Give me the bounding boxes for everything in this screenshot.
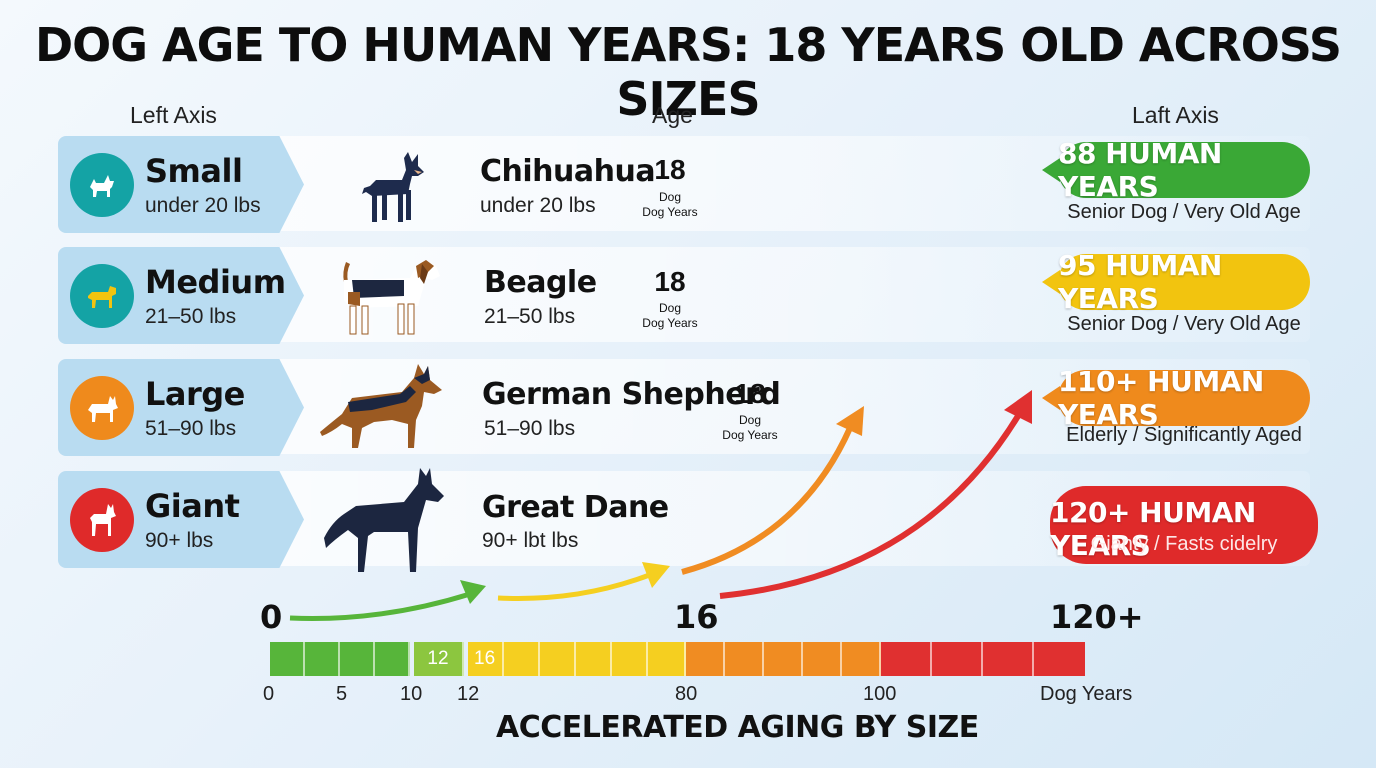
scale-start-label: 0 (260, 598, 283, 636)
scale-segment (504, 642, 540, 676)
giant-dog-icon (70, 488, 134, 552)
scale-segment-12: 12 (414, 642, 464, 676)
scale-segment (612, 642, 648, 676)
scale-segment (270, 642, 305, 676)
scale-tick: 10 (400, 683, 423, 705)
scale-segment (340, 642, 375, 676)
age-status: Gianty / Fasts cidelry (1090, 533, 1278, 555)
scale-segment (842, 642, 881, 676)
breed-name: Chihuahua (480, 154, 656, 189)
breed-weight: 90+ lbt lbs (482, 529, 579, 552)
small-dog-icon (70, 153, 134, 217)
scale-mid-label: 16 (674, 598, 719, 636)
dog-age-unit: Dog (658, 190, 681, 204)
human-years-badge: 110+ HUMAN YEARS (1058, 365, 1310, 431)
size-name: Medium (145, 263, 286, 301)
scale-segment (305, 642, 340, 676)
left-axis-header: Left Axis (130, 102, 217, 128)
scale-segment (686, 642, 725, 676)
size-name: Small (145, 152, 243, 190)
size-weight: 21–50 lbs (145, 305, 237, 328)
scale-segment (725, 642, 764, 676)
age-status: Elderly / Significantly Aged (1066, 424, 1302, 446)
age-status: Senior Dog / Very Old Age (1067, 201, 1301, 223)
dog-age-caption: Dog Years (642, 316, 698, 330)
scale-segment (1034, 642, 1085, 676)
age-header: Age (652, 102, 693, 128)
human-years-badge: 88 HUMAN YEARS (1058, 137, 1310, 203)
scale-tick: 80 (675, 683, 698, 705)
size-weight: 90+ lbs (145, 529, 214, 552)
age-status: Senior Dog / Very Old Age (1067, 313, 1301, 335)
scale-segment-16: 16 (468, 642, 504, 676)
pill-tail (1042, 158, 1060, 182)
dog-age: 18 (734, 378, 766, 409)
breed-name: German Shepherd (482, 377, 781, 412)
scale-axis-label: Dog Years (1040, 683, 1133, 705)
pill-tail (1042, 270, 1060, 294)
breed-weight: under 20 lbs (480, 194, 596, 217)
size-weight: 51–90 lbs (145, 417, 237, 440)
large-dog-icon (70, 376, 134, 440)
dog-age: 18 (654, 266, 686, 297)
scale-tick: 100 (863, 683, 897, 705)
breed-name: Beagle (484, 265, 597, 300)
dog-age-unit: Dog (738, 413, 761, 427)
human-years-badge: 95 HUMAN YEARS (1058, 249, 1310, 315)
medium-dog-icon (70, 264, 134, 328)
scale-segment (648, 642, 686, 676)
page-title: DOG AGE TO HUMAN YEARS: 18 YEARS OLD ACR… (34, 18, 1342, 126)
scale-tick: 0 (263, 683, 275, 705)
footer-caption: ACCELERATED AGING BY SIZE (496, 710, 979, 745)
scale-segment (540, 642, 576, 676)
pill-tail (1042, 386, 1060, 410)
dog-age: 18 (654, 154, 686, 185)
scale-segment (375, 642, 410, 676)
size-name: Large (145, 375, 245, 413)
breed-weight: 51–90 lbs (484, 417, 576, 440)
dog-age-caption: Dog Years (642, 205, 698, 219)
chihuahua-icon (362, 152, 424, 222)
scale-end-label: 120+ (1050, 598, 1144, 636)
great-dane-icon (324, 468, 444, 572)
right-axis-header: Laft Axis (1132, 102, 1219, 128)
breed-weight: 21–50 lbs (484, 305, 576, 328)
human-years-badge: 120+ HUMAN YEARS (1050, 486, 1318, 564)
scale-segment (881, 642, 932, 676)
scale-segment (932, 642, 983, 676)
scale-segment (803, 642, 842, 676)
scale-tick: 5 (336, 683, 348, 705)
scale-segment (983, 642, 1034, 676)
size-name: Giant (145, 487, 240, 525)
scale-tick: 12 (457, 683, 480, 705)
scale-segment (764, 642, 803, 676)
scale-segment (576, 642, 612, 676)
german-shepherd-icon (320, 364, 442, 448)
dog-age-caption: Dog Years (722, 428, 778, 442)
beagle-icon (343, 260, 440, 335)
size-weight: under 20 lbs (145, 194, 261, 217)
breed-name: Great Dane (482, 490, 669, 525)
dog-age-unit: Dog (658, 301, 681, 315)
